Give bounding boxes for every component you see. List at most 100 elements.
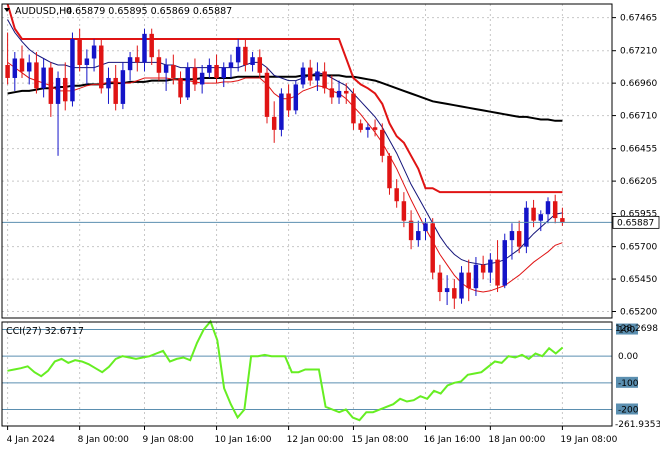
ma-long-series [7, 74, 563, 122]
candle-body [372, 127, 378, 130]
price-tick-label: 0.67210 [620, 47, 657, 57]
candle-body [99, 45, 104, 89]
time-tick-label: 15 Jan 08:00 [351, 435, 408, 445]
candle-body [243, 46, 248, 65]
candle-body [185, 67, 190, 98]
candle-body [307, 67, 313, 81]
candle-body [344, 90, 349, 94]
candle-body [459, 272, 464, 299]
cci-level-tag [616, 376, 638, 388]
time-tick-label: 8 Jan 00:00 [78, 435, 130, 445]
candle-body [113, 77, 118, 104]
cci-level-label: 0.00 [618, 352, 638, 362]
price-tick-label: 0.67465 [620, 14, 657, 24]
candle-body [207, 64, 212, 73]
candle-body [127, 57, 133, 71]
candle-body [192, 67, 198, 85]
candle-body [279, 93, 284, 130]
candle-body [91, 45, 97, 59]
candle-body [55, 77, 61, 104]
candle-body [286, 93, 291, 111]
ohlc-values: 0.65879 0.65895 0.65869 0.65887 [66, 6, 232, 17]
candle-body [120, 70, 126, 104]
candle-body [34, 62, 39, 89]
candle-body [156, 57, 162, 73]
channel-lines [6, 3, 563, 293]
cci-level-label: -100 [618, 379, 639, 389]
price-tick-label: 0.66205 [620, 177, 657, 187]
candle-body [19, 58, 25, 72]
cci-label: CCI(27) 32.6717 [6, 326, 84, 337]
time-axis: 4 Jan 2024 8 Jan 00:00 9 Jan 08:00 10 Jan 1… [7, 426, 618, 445]
price-tick-label: 0.65700 [620, 243, 657, 253]
price-tick-label: 0.66455 [620, 145, 657, 155]
cci-level-label: 100 [618, 326, 635, 336]
current-price-tag [612, 215, 660, 229]
candle-body [199, 72, 205, 85]
candle-body [545, 201, 551, 215]
candle-body [300, 67, 306, 85]
candle-body [408, 220, 414, 241]
channel-upper-series [6, 3, 563, 194]
cci-min-label: -261.9353 [615, 420, 660, 430]
cci-level-tag [616, 323, 638, 335]
candle-body [322, 71, 327, 89]
candle-body [473, 264, 479, 289]
candle-body [423, 223, 428, 232]
candle-body [365, 127, 371, 130]
channel-mid-series [7, 19, 563, 266]
candle-body [502, 240, 507, 286]
price-tick-label: 0.66960 [620, 79, 657, 89]
candle-body [228, 62, 234, 68]
candle-body [516, 231, 522, 247]
frames [1, 3, 613, 427]
cci-level-label: -200 [618, 405, 639, 415]
ma-long-line [7, 74, 563, 122]
cci-level-tag [616, 403, 638, 415]
candle-body [48, 67, 54, 104]
candle-body [387, 155, 392, 189]
cci-max-label: 128.2698 [615, 324, 658, 334]
time-tick-label: 10 Jan 16:00 [215, 435, 272, 445]
candle-body [315, 71, 320, 81]
candle-body [26, 62, 32, 72]
candle-body [12, 58, 18, 78]
candle-body [495, 259, 500, 286]
candle-body [437, 272, 443, 293]
candle-body [444, 288, 450, 293]
candle-body [235, 46, 241, 63]
candle-body [488, 259, 493, 273]
candle-body [380, 129, 385, 156]
candle-body [142, 33, 147, 63]
price-axis: 0.67465 0.67210 0.66960 0.66710 0.66455 0.662… [612, 14, 660, 318]
candle-body [560, 218, 565, 222]
candle-body [77, 39, 82, 65]
candle-body [416, 231, 421, 241]
candle-body [214, 64, 219, 78]
candle-body [135, 57, 140, 63]
candle-body [221, 67, 226, 78]
candle-body [394, 188, 399, 202]
candle-body [329, 88, 335, 98]
candle-body [531, 207, 536, 221]
dropdown-triangle-icon[interactable] [4, 8, 10, 12]
candle-body [524, 207, 529, 247]
candle-body [509, 231, 515, 241]
candle-body [358, 123, 363, 130]
candle-body [149, 33, 154, 58]
candle-body [5, 64, 10, 78]
symbol-timeframe: AUDUSD,H4 [15, 6, 72, 17]
cci-levels [2, 329, 612, 410]
time-tick-label: 18 Jan 00:00 [488, 435, 545, 445]
candle-body [351, 93, 356, 124]
candle-body [293, 84, 299, 111]
time-tick-label: 19 Jan 08:00 [560, 435, 617, 445]
candle-body [250, 57, 255, 65]
candle-body [452, 288, 457, 299]
cci-series [7, 319, 564, 422]
candle-body [480, 264, 486, 273]
time-tick-label: 16 Jan 16:00 [424, 435, 481, 445]
price-tick-label: 0.65200 [620, 308, 657, 318]
candle-body [63, 77, 68, 102]
